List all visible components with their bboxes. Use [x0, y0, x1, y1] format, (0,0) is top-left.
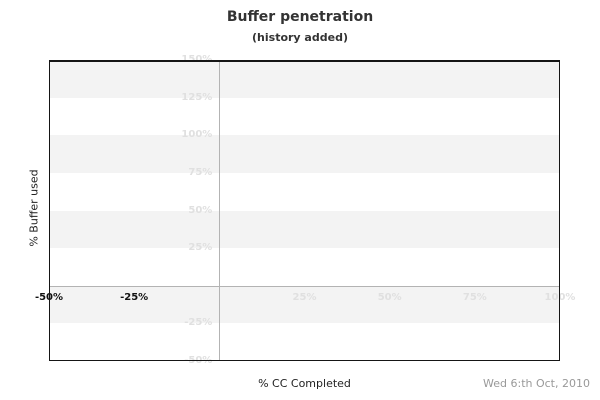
- x-tick-label: 75%: [462, 291, 487, 303]
- y-tick-label: 50%: [188, 204, 213, 216]
- y-axis-zero-line: [219, 60, 221, 361]
- x-tick-label: 50%: [377, 291, 402, 303]
- y-axis-title: % Buffer used: [27, 169, 41, 247]
- x-axis-title: % CC Completed: [258, 377, 351, 390]
- plot-band: [49, 210, 560, 249]
- y-tick-label: 125%: [181, 91, 213, 103]
- x-tick-label: 25%: [292, 291, 317, 303]
- y-tick-label: -50%: [184, 355, 213, 366]
- plot-band: [49, 60, 560, 98]
- chart-title: Buffer penetration: [226, 9, 374, 25]
- plot-area: 150% 125% 100% 75% 50% 25% -25% -50% -50% -25% 25%…: [35, 54, 576, 366]
- y-tick-label: -25%: [184, 317, 213, 329]
- y-tick-label: 150%: [181, 54, 213, 65]
- x-tick-label: 100%: [544, 291, 576, 303]
- x-tick-label: -25%: [120, 291, 149, 303]
- x-tick-label: -50%: [34, 291, 64, 303]
- y-tick-label: 75%: [188, 166, 213, 178]
- y-tick-label: 100%: [181, 129, 213, 141]
- x-axis-zero-line: [49, 285, 560, 287]
- plot-band: [49, 135, 560, 173]
- date-annotation: Wed 6:th Oct, 2010: [483, 377, 590, 390]
- plot-band: [49, 285, 560, 324]
- y-tick-label: 25%: [188, 242, 213, 254]
- chart-subtitle: (history added): [252, 31, 348, 44]
